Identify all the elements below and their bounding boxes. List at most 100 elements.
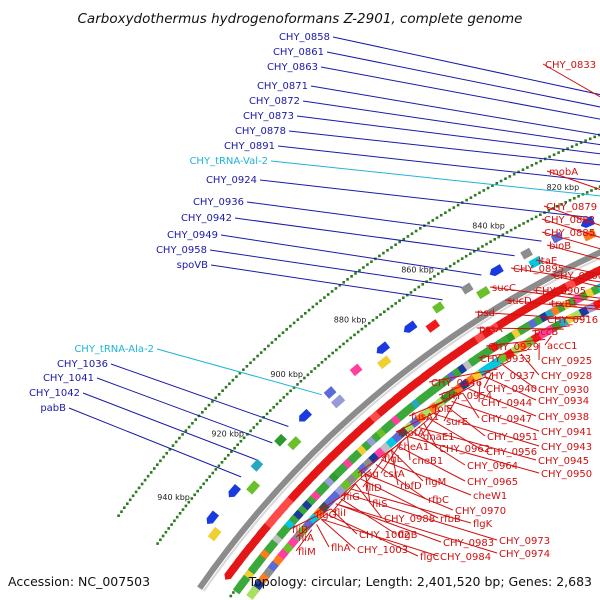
right-gene-label: trxB1 [551, 299, 578, 310]
right-leader-line [340, 468, 372, 497]
left-leader-line [326, 51, 600, 108]
right-leader-line [316, 524, 330, 548]
ring-dot [173, 519, 176, 523]
gene-arrow [403, 320, 418, 333]
ring-dot [448, 208, 451, 212]
ring-dot [211, 471, 215, 475]
ring-dot [561, 149, 565, 152]
ring-dot [334, 287, 338, 290]
ring-dot [289, 324, 292, 328]
ring-dot [406, 235, 410, 238]
ring-dot [278, 334, 281, 338]
ring-dot [211, 400, 214, 403]
ring-dot [220, 461, 224, 464]
summary-text: Topology: circular; Length: 2,401,520 bp… [248, 574, 592, 589]
right-gene-label: CHY_0934 [538, 396, 589, 407]
right-leader-line [375, 463, 427, 500]
right-leader-line [420, 409, 441, 437]
ring-dot [560, 203, 563, 206]
right-leader-line [478, 380, 481, 403]
gene-block [287, 436, 302, 451]
ring-dot [342, 281, 345, 284]
ring-dot [178, 436, 181, 440]
right-leader-line [320, 518, 356, 550]
right-leader-line [365, 474, 371, 504]
right-gene-label: flgL [384, 454, 403, 465]
left-gene-label: CHY_0858 [279, 32, 330, 43]
ring-dot [214, 396, 218, 400]
right-gene-label: folE [434, 404, 453, 415]
right-gene-label: flgK [473, 519, 493, 530]
left-leader-line [259, 179, 591, 218]
ring-dot [159, 459, 162, 463]
ring-dot [417, 285, 421, 289]
ring-dot [193, 493, 196, 497]
ring-dot [413, 288, 417, 291]
left-gene-label: CHY_tRNA-Ala-2 [74, 344, 154, 355]
ring-dot [171, 444, 175, 447]
ring-dot [230, 450, 233, 453]
gene-arrow [228, 483, 242, 498]
right-leader-line [546, 244, 600, 260]
ring-dot [478, 191, 481, 195]
ring-dot [161, 534, 165, 538]
right-gene-label: CHY_0970 [455, 506, 506, 517]
ring-dot [414, 229, 418, 233]
ring-dot [149, 471, 153, 474]
ring-dot [421, 283, 424, 286]
ring-dot [514, 226, 517, 230]
ring-dot [557, 151, 560, 154]
ring-dot [378, 254, 381, 258]
ring-dot [156, 542, 159, 545]
left-leader-line [234, 217, 515, 257]
ring-dot [137, 486, 141, 490]
ring-dot [485, 242, 488, 246]
right-leader-line [550, 274, 600, 288]
right-label-leaders [289, 63, 600, 557]
right-leader-line [325, 513, 419, 557]
ring-dot [573, 197, 576, 200]
ring-dot [126, 502, 129, 505]
ring-dot [526, 219, 530, 223]
ring-dot [146, 474, 150, 478]
right-gene-label: rfbB [440, 514, 461, 525]
right-leader-line [477, 349, 528, 359]
ring-dot [504, 177, 507, 180]
right-gene-label: flgG [316, 510, 336, 521]
ring-dot [429, 277, 432, 281]
left-leader-line [288, 130, 600, 166]
left-leader-line [68, 407, 242, 478]
right-leader-line [380, 459, 472, 496]
ring-dot [338, 284, 342, 287]
ring-dot [489, 240, 492, 243]
ring-dot [304, 312, 307, 315]
right-gene-label: CHY_0943 [541, 442, 592, 453]
gene-arrow [274, 433, 287, 447]
right-leader-line [481, 360, 510, 376]
ring-dot [530, 164, 534, 167]
ring-dot [310, 370, 313, 373]
ring-dot [207, 403, 211, 407]
gene-arrow [323, 386, 337, 399]
ring-dot [410, 232, 414, 235]
left-gene-label: CHY_0936 [193, 197, 244, 208]
ring-dot [364, 324, 367, 328]
ring-dot [285, 392, 289, 396]
right-gene-label: CHY_0964 [467, 461, 518, 472]
right-gene-label: psd [477, 308, 495, 319]
ring-dot [184, 504, 188, 508]
ring-dot [394, 302, 397, 305]
ring-dot [390, 304, 394, 308]
right-leader-line [418, 426, 537, 461]
right-gene-label: CHY_0937 [484, 371, 535, 382]
gene-block [232, 579, 247, 595]
ring-dot [386, 249, 389, 252]
right-leader-line [438, 376, 486, 396]
ring-dot [245, 365, 249, 368]
right-gene-label: pssA [479, 324, 503, 335]
ring-dot [159, 538, 162, 542]
right-leader-line [331, 483, 356, 513]
map-title: Carboxydothermus hydrogenoformans Z-2901… [78, 11, 523, 27]
ring-dot [509, 228, 513, 232]
right-leader-line [335, 503, 442, 543]
